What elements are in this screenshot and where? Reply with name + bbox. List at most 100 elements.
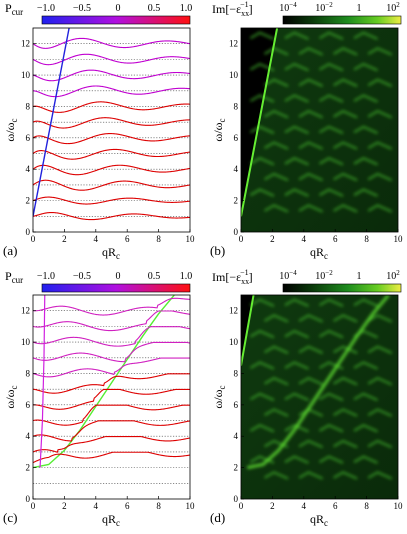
mode-streak [284, 392, 309, 402]
mode-streak [263, 172, 289, 182]
x-tick-label: 4 [302, 234, 307, 244]
x-tick-label: 2 [270, 501, 275, 511]
y-axis-label: ω/ωc [3, 118, 19, 141]
panel-d: 0 2 4 6 8 10 0 2 4 6 8 10 12 ω/ωc qRc (d) [210, 294, 403, 528]
dispersion-curve [33, 388, 190, 410]
panel-c: 0 2 4 6 8 10 0 2 4 6 8 10 12 ω/ωc qRc (c) [3, 294, 195, 528]
dispersion-curve [33, 341, 190, 363]
dispersion-curve [33, 196, 190, 205]
y-tick-label: 6 [234, 133, 239, 143]
x-tick-label: 6 [333, 234, 338, 244]
x-tick-label: 8 [156, 234, 161, 244]
x-tick-label: 8 [364, 501, 369, 511]
colorbar-right-gradient [282, 283, 402, 293]
mode-streak [284, 455, 309, 464]
mode-streak [284, 62, 309, 72]
dispersion-curve [33, 435, 190, 453]
mode-streak [298, 172, 324, 182]
x-tick-label: 0 [31, 501, 36, 511]
mode-streak [333, 376, 358, 386]
mode-streak [284, 188, 309, 197]
mode-streak [298, 471, 324, 480]
y-tick-label: 2 [234, 463, 239, 473]
mode-streak [263, 408, 289, 417]
mode-streak [333, 172, 358, 182]
dispersion-curve [33, 211, 190, 221]
y-tick-label: 0 [234, 494, 239, 504]
plot-frame [240, 27, 399, 233]
mode-streak [333, 471, 358, 480]
mode-streak [263, 78, 289, 88]
mode-streak [249, 298, 275, 307]
x-tick-label: 2 [62, 234, 67, 244]
light-line [39, 295, 46, 468]
colorbar-right-tick: 10−4 [279, 1, 297, 14]
panel-a: 0 2 4 6 8 10 0 2 4 6 8 10 12 ω/ωc qRc (a) [3, 27, 195, 261]
mode-streak [249, 329, 275, 339]
x-tick-label: 10 [394, 234, 404, 244]
mode-streak [263, 314, 289, 323]
colorbar-right-tick: 10−4 [279, 269, 297, 282]
mode-streak [353, 455, 379, 464]
mode-streak [367, 109, 393, 119]
mode-streak [263, 345, 289, 355]
y-tick-label: 4 [26, 431, 31, 441]
mode-streak [333, 439, 358, 449]
mode-streak [284, 329, 309, 339]
mode-streak [367, 376, 393, 386]
y-axis-label: ω/ωc [211, 385, 227, 408]
colorbar-left-gradient [41, 15, 191, 25]
colorbar-right-tick: 1 [357, 271, 362, 282]
dispersion-curve [33, 310, 190, 332]
y-tick-label: 12 [21, 306, 30, 316]
plot-frame [32, 294, 191, 500]
y-tick-label: 8 [26, 368, 31, 378]
y-tick-label: 4 [234, 431, 239, 441]
x-tick-label: 4 [94, 501, 99, 511]
y-axis-label: ω/ωc [211, 118, 227, 141]
dispersion-curve [33, 37, 190, 49]
plot-area [33, 28, 190, 232]
colorbar-right-tick: 10−2 [315, 269, 333, 282]
mode-streak [249, 31, 275, 40]
colorbar-left-tick: 0 [116, 271, 121, 282]
mode-streak [298, 78, 324, 88]
y-tick-label: 4 [234, 164, 239, 174]
mode-streak [318, 188, 344, 197]
plot-frame [240, 294, 399, 500]
mode-streak [367, 439, 393, 449]
dispersion-curve [33, 117, 190, 129]
x-tick-label: 6 [125, 234, 130, 244]
mode-streak [318, 329, 344, 339]
mode-streak [298, 345, 324, 355]
colorbar-right-tick: 102 [386, 1, 400, 14]
mode-streak [333, 47, 358, 56]
mode-streak [353, 188, 379, 197]
mode-streak [298, 109, 324, 119]
colorbar-left-tick: 1.0 [180, 271, 193, 282]
y-tick-label: 2 [26, 196, 31, 206]
mode-streak [333, 314, 358, 323]
x-tick-label: 0 [239, 234, 244, 244]
mode-streak [249, 125, 275, 135]
light-line [241, 28, 279, 217]
colorbar-left-top: Pcur −1.0 −0.5 0 0.5 1.0 [5, 1, 192, 25]
colorbar-left-tick: −0.5 [73, 271, 91, 282]
dispersion-curve [33, 420, 190, 442]
plot-area [33, 295, 190, 499]
mode-streak [284, 157, 309, 166]
light-line [241, 295, 255, 366]
mode-streak [318, 157, 344, 166]
y-tick-label: 2 [26, 463, 31, 473]
mode-streak [367, 141, 393, 150]
mode-streak [333, 109, 358, 119]
x-tick-label: 4 [302, 501, 307, 511]
colorbar-right-bottom: Im[−εxx−1] 10−4 10−2 1 102 [212, 268, 402, 293]
y-tick-label: 10 [21, 337, 31, 347]
mode-streak [284, 94, 309, 103]
dispersion-curve [33, 133, 190, 145]
y-tick-label: 8 [234, 101, 239, 111]
y-tick-label: 6 [26, 400, 31, 410]
x-tick-label: 8 [364, 234, 369, 244]
